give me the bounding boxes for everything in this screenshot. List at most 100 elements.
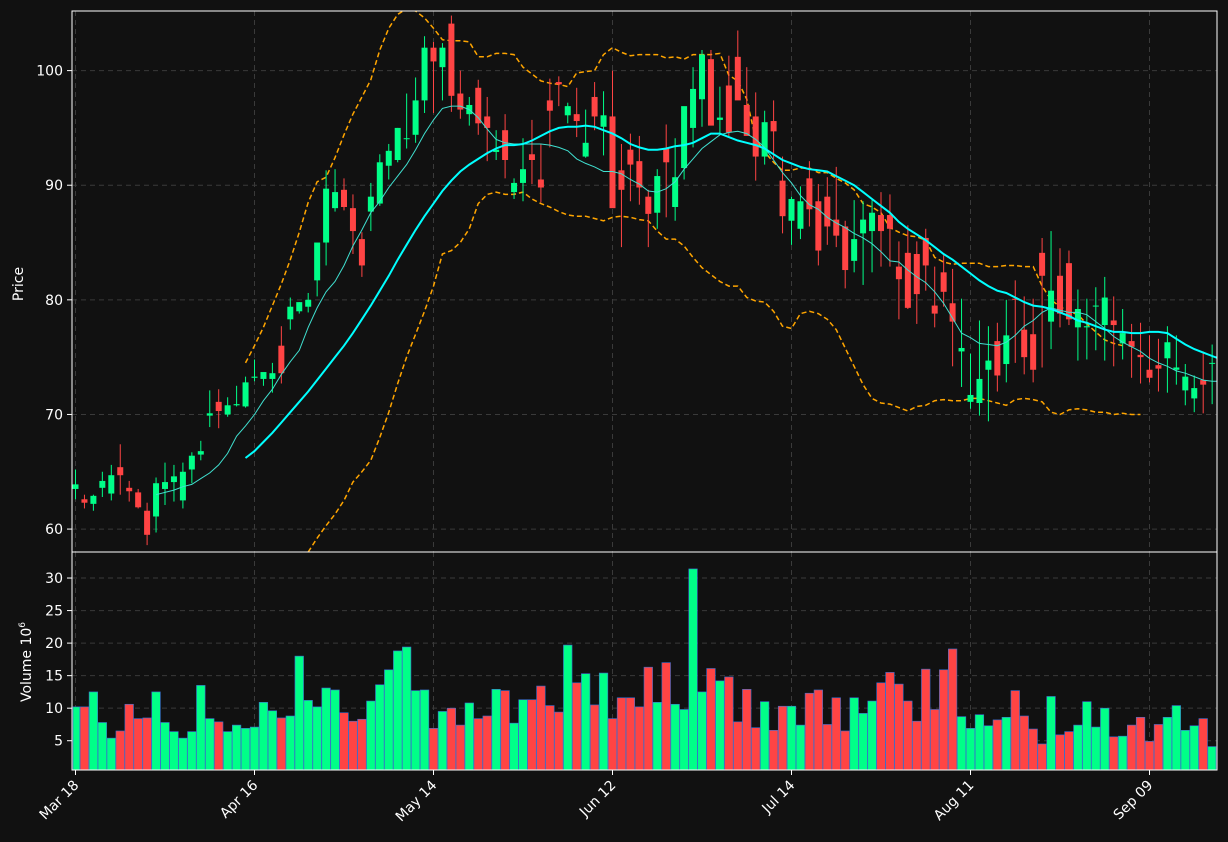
candle-body	[126, 487, 133, 492]
volume-bar	[867, 700, 877, 771]
volume-bar	[232, 724, 242, 771]
candle-body	[797, 201, 804, 229]
candle-body	[528, 154, 535, 161]
candle-body	[385, 150, 392, 166]
candle-body	[806, 178, 813, 210]
candle-body	[99, 480, 106, 488]
volume-tick-label: 25	[45, 604, 63, 620]
candle-body	[135, 492, 142, 508]
volume-bar	[894, 683, 904, 771]
candle-body	[421, 47, 428, 101]
candle-body	[1048, 290, 1055, 322]
candle-body	[949, 303, 956, 322]
candle-body	[1110, 320, 1117, 326]
volume-bar	[903, 700, 913, 771]
volume-bar	[267, 710, 278, 771]
volume-bar	[214, 721, 224, 771]
candle-body	[251, 376, 258, 378]
volume-bar	[921, 668, 931, 771]
volume-bar	[849, 697, 859, 771]
volume-bar	[97, 722, 107, 771]
volume-bar	[393, 650, 403, 771]
volume-bar	[598, 672, 609, 771]
volume-bar	[464, 702, 474, 771]
volume-bar	[670, 703, 680, 771]
candle-body	[537, 179, 544, 188]
candle-body	[994, 341, 1001, 376]
volume-bar	[572, 682, 582, 771]
price-tick-label: 100	[36, 64, 63, 80]
volume-bar	[956, 716, 967, 771]
volume-bar	[124, 703, 134, 771]
volume-bar	[509, 722, 519, 771]
candle-body	[1039, 252, 1046, 276]
volume-bar	[706, 668, 716, 771]
candle-body	[913, 253, 920, 295]
candle-body	[162, 482, 168, 489]
price-tick-label: 70	[45, 407, 63, 423]
volume-bar	[1144, 741, 1155, 771]
volume-bar	[768, 730, 779, 771]
volume-bar	[1037, 743, 1047, 771]
volume-bar	[795, 724, 806, 771]
candle-body	[206, 413, 213, 416]
volume-bar	[715, 680, 725, 771]
volume-bar	[563, 644, 573, 771]
candle-body	[645, 196, 652, 214]
volume-bar	[652, 702, 662, 771]
volume-bar	[1064, 731, 1074, 771]
candle-body	[278, 345, 285, 374]
candle-body	[1083, 326, 1090, 328]
volume-bar	[1198, 718, 1208, 771]
candle-body	[511, 182, 518, 193]
volume-bar	[1010, 690, 1020, 771]
candle-body	[878, 215, 884, 232]
candle-body	[1074, 309, 1081, 328]
volume-bar	[330, 689, 340, 771]
candle-body	[690, 88, 697, 128]
volume-tick-label: 30	[45, 571, 63, 587]
candle-body	[851, 239, 858, 261]
candle-body	[323, 188, 330, 243]
candle-body	[958, 347, 965, 352]
volume-bar	[1171, 705, 1181, 771]
volume-bar	[249, 726, 260, 771]
candle-body	[663, 148, 670, 163]
volume-bar	[303, 700, 313, 771]
volume-bar	[1109, 736, 1119, 771]
candle-body	[1164, 342, 1171, 359]
volume-bar	[375, 684, 385, 771]
candle-body	[349, 208, 356, 232]
volume-bar	[939, 669, 949, 771]
volume-bar	[1127, 724, 1137, 771]
volume-bar	[410, 690, 421, 771]
candle-body	[1182, 376, 1189, 391]
volume-bar	[473, 718, 483, 771]
volume-bar	[1207, 746, 1217, 771]
volume-bar	[742, 689, 752, 771]
candle-body	[457, 93, 464, 110]
candle-body	[815, 201, 822, 251]
candle-body	[475, 87, 482, 124]
volume-bar	[545, 705, 555, 771]
volume-bar	[419, 689, 430, 771]
volume-bar	[983, 725, 993, 771]
candle-body	[618, 170, 625, 190]
price-grid	[72, 11, 1217, 552]
candle-body	[1191, 388, 1198, 399]
volume-bar	[79, 706, 90, 771]
volume-bar	[965, 728, 976, 771]
candle-body	[394, 127, 401, 161]
price-tick-label: 60	[45, 522, 63, 538]
volume-bar	[142, 717, 152, 771]
volume-bar	[446, 707, 457, 771]
volume-bar	[554, 711, 564, 771]
candle-body	[1030, 334, 1037, 370]
volume-bar	[1046, 696, 1056, 771]
candle-body	[707, 59, 714, 126]
volume-bar	[831, 697, 841, 771]
price-tick-label: 80	[45, 293, 63, 309]
volume-bar	[1162, 716, 1172, 771]
sma-short-line	[155, 105, 1217, 496]
volume-bar	[589, 704, 600, 771]
